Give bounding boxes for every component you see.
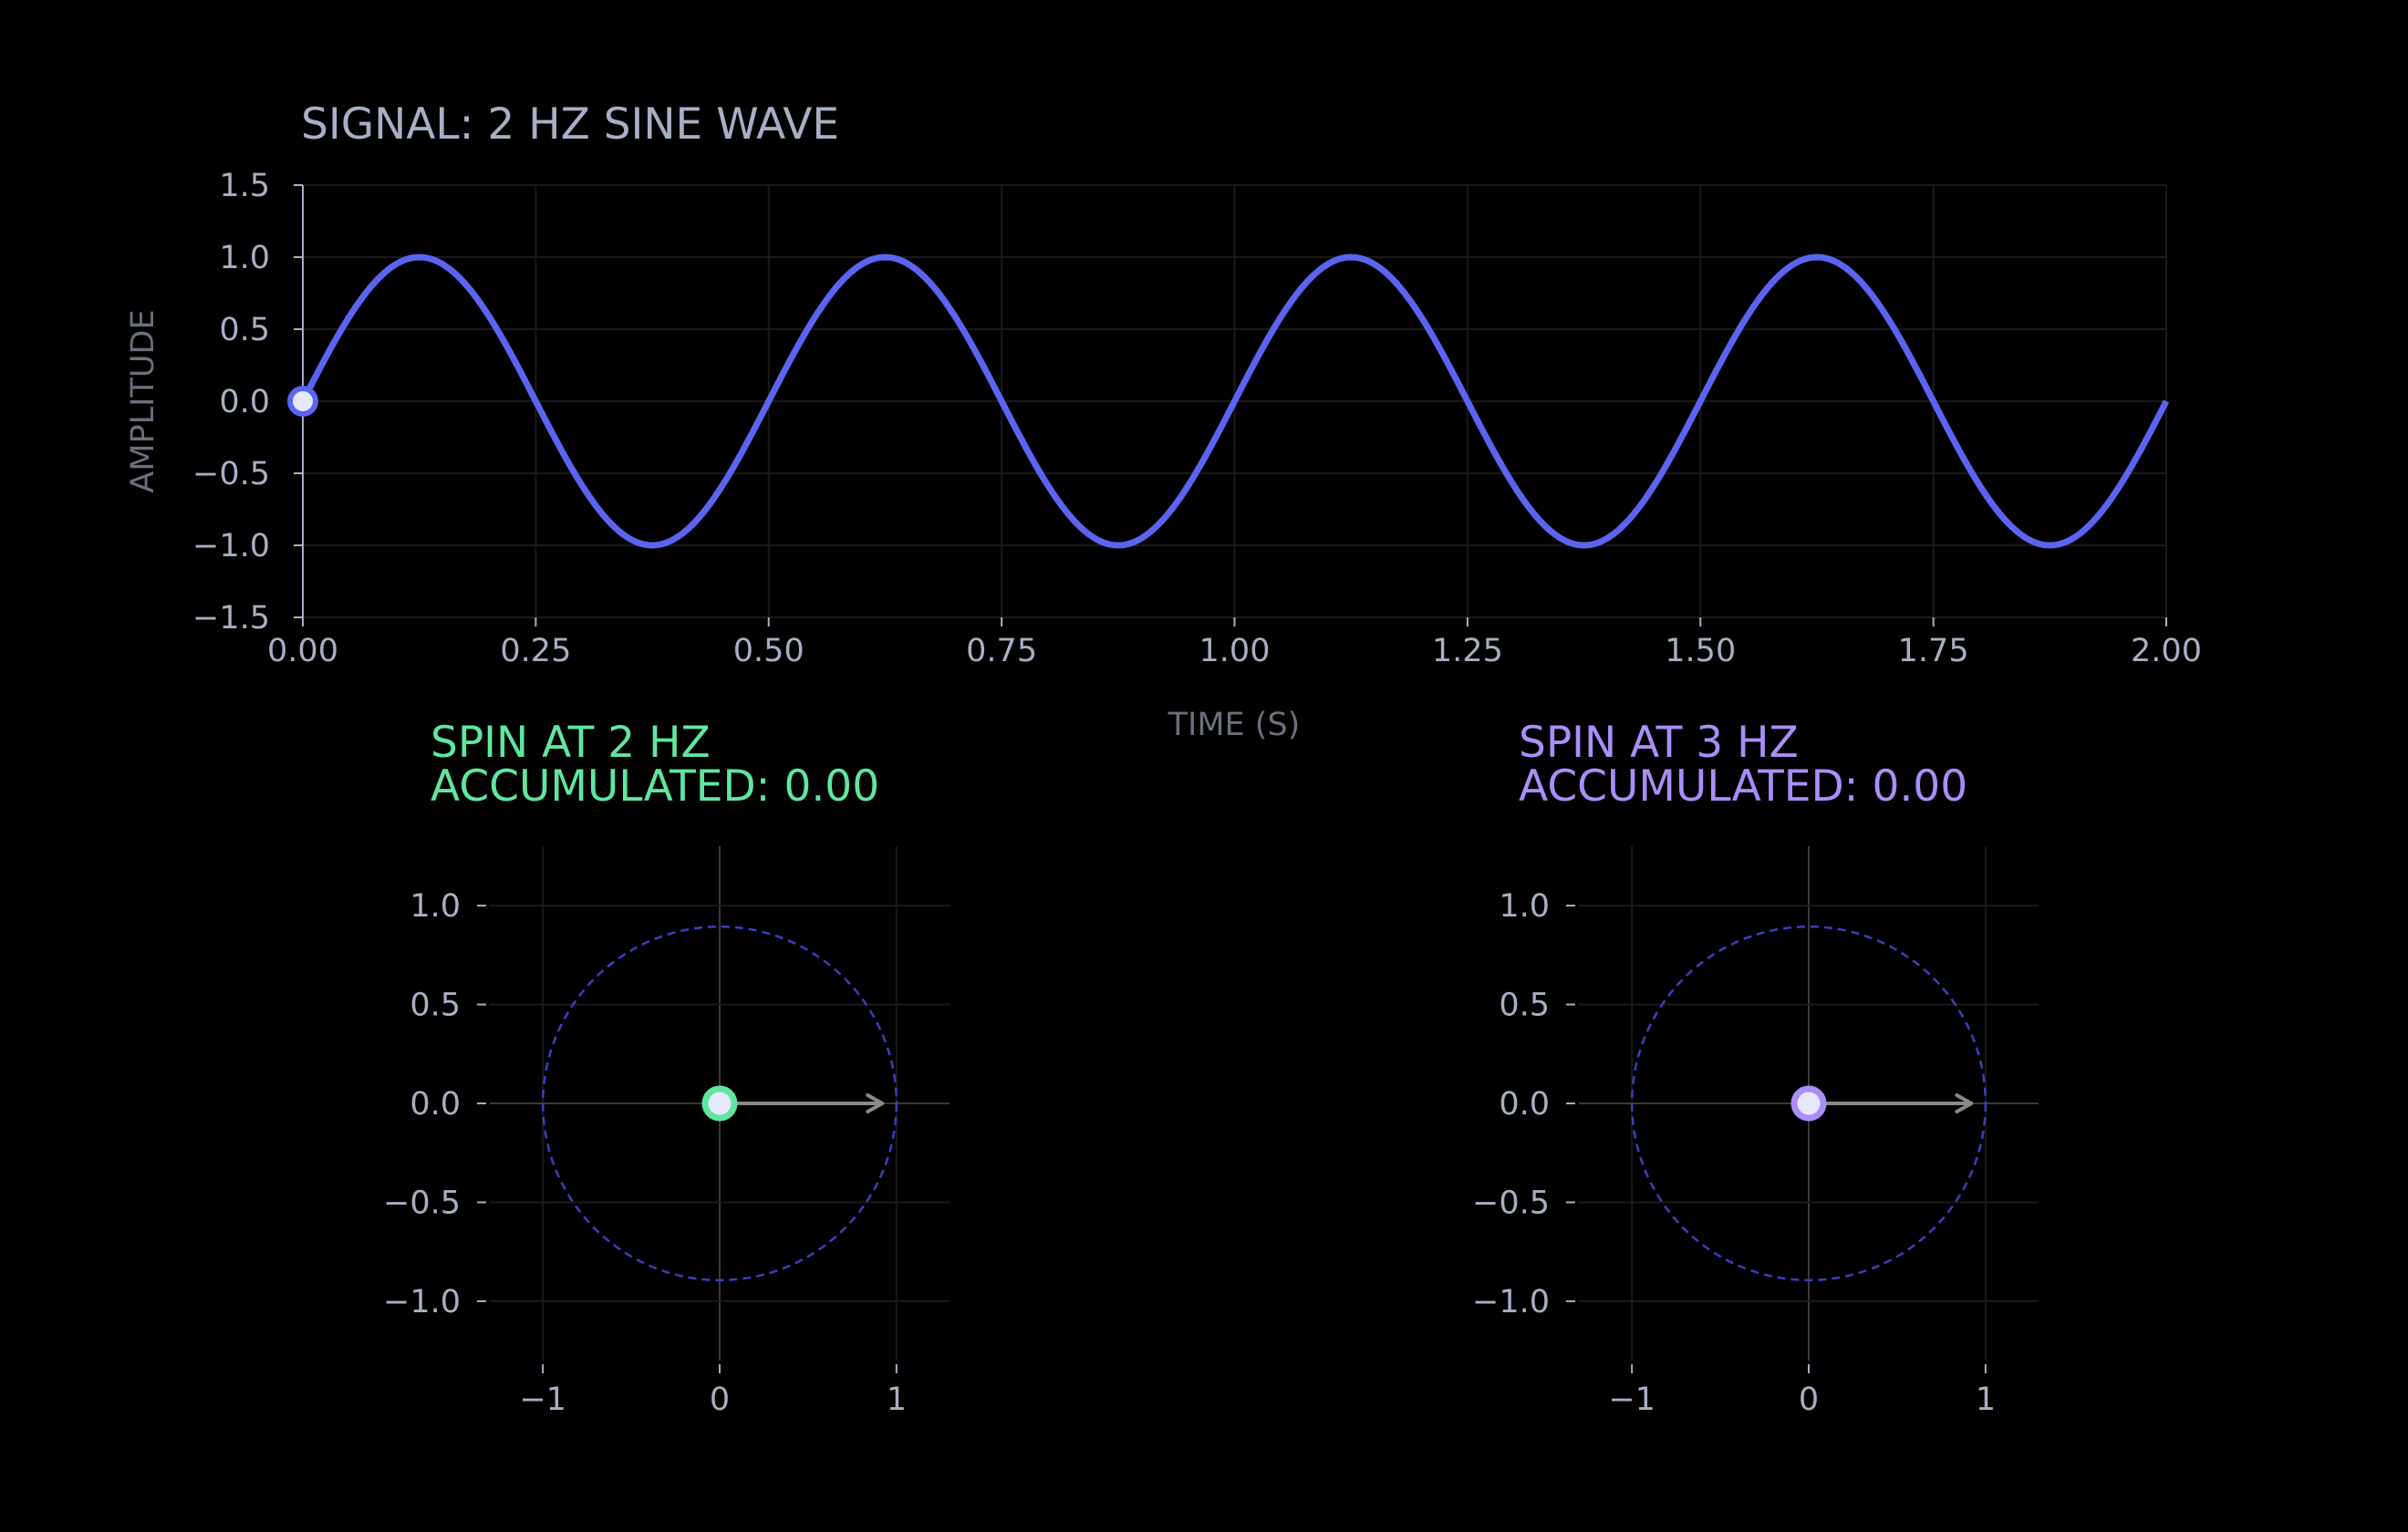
signal-y-tick-label: 1.5 [219, 168, 270, 204]
signal-x-tick-label: 0.25 [500, 633, 571, 669]
signal-x-tick-label: 0.75 [966, 633, 1037, 669]
spin3-x-tick-label: −1 [1608, 1382, 1656, 1418]
signal-x-tick-label: 1.75 [1898, 633, 1969, 669]
spin2-y-tick-label: 0.5 [410, 988, 461, 1024]
spin2-x-tick-label: −1 [519, 1382, 566, 1418]
spin-3hz-grid [1579, 846, 2039, 1361]
spin2-x-tick-label: 1 [887, 1382, 907, 1418]
spin3-y-tick-label: 0.0 [1499, 1086, 1550, 1123]
signal-x-tick-label: 2.00 [2131, 633, 2202, 669]
signal-x-tick-label: 1.50 [1665, 633, 1736, 669]
signal-y-tick-label: −1.5 [192, 600, 270, 637]
signal-x-axis-label: TIME (S) [1168, 707, 1301, 743]
spin-2hz-ticks: −1 0 1 1.0 0.5 0.0 −0.5 −1.0 [383, 888, 907, 1418]
spin3-y-tick-label: −1.0 [1472, 1284, 1550, 1320]
spin3-x-tick-label: 1 [1976, 1382, 1996, 1418]
spin3-x-tick-label: 0 [1799, 1382, 1819, 1418]
spin-2hz-accumulated-label: ACCUMULATED: 0.00 [431, 761, 879, 812]
spin2-y-tick-label: 0.0 [410, 1086, 461, 1123]
signal-x-tick-label: 0.50 [733, 633, 804, 669]
signal-ticks: 0.00 0.25 0.50 0.75 1.00 1.25 1.50 1.75 2.00 1.5 1… [192, 168, 2202, 669]
signal-x-tick-label: 0.00 [267, 633, 338, 669]
spin-3hz-center-of-mass-point [1790, 1085, 1827, 1122]
spin2-y-tick-label: 1.0 [410, 888, 461, 925]
spin-2hz-unit-circle [541, 925, 898, 1282]
spin2-y-tick-label: −1.0 [383, 1284, 461, 1320]
spin2-y-tick-label: −0.5 [383, 1185, 461, 1221]
spin3-y-tick-label: 0.5 [1499, 988, 1550, 1024]
spin-2hz-arrowhead [866, 1093, 885, 1113]
signal-x-tick-label: 1.25 [1432, 633, 1503, 669]
spin2-x-tick-label: 0 [710, 1382, 730, 1418]
signal-panel: SIGNAL: 2 HZ SINE WAVE AMPLITUDE TIME (S… [125, 99, 2202, 743]
signal-y-tick-label: −1.0 [192, 528, 270, 564]
signal-title: SIGNAL: 2 HZ SINE WAVE [301, 99, 839, 150]
spin-2hz-panel: SPIN AT 2 HZ ACCUMULATED: 0.00 −1 0 1 1.0 0.… [383, 718, 950, 1418]
spin3-y-tick-label: 1.0 [1499, 888, 1550, 925]
spin-2hz-title: SPIN AT 2 HZ [431, 718, 711, 768]
signal-y-tick-label: 0.5 [219, 312, 270, 348]
spin-3hz-ticks: −1 0 1 1.0 0.5 0.0 −0.5 −1.0 [1472, 888, 1996, 1418]
signal-position-marker [287, 386, 318, 417]
spin-3hz-panel: SPIN AT 3 HZ ACCUMULATED: 0.00 −1 0 1 1.0 0.… [1472, 718, 2039, 1418]
signal-y-tick-label: 0.0 [219, 384, 270, 420]
spin-2hz-center-of-mass-point [701, 1085, 738, 1122]
spin-3hz-accumulated-label: ACCUMULATED: 0.00 [1519, 761, 1967, 812]
spin-3hz-unit-circle [1630, 925, 1988, 1282]
signal-x-tick-label: 1.00 [1199, 633, 1271, 669]
spin-3hz-title: SPIN AT 3 HZ [1519, 718, 1799, 768]
spin3-y-tick-label: −0.5 [1472, 1185, 1550, 1221]
signal-y-tick-label: 1.0 [219, 240, 270, 276]
signal-sine-line [299, 254, 2170, 549]
signal-y-tick-label: −0.5 [192, 456, 270, 492]
signal-y-axis-label: AMPLITUDE [125, 309, 161, 492]
spin-3hz-arrowhead [1955, 1093, 1974, 1113]
